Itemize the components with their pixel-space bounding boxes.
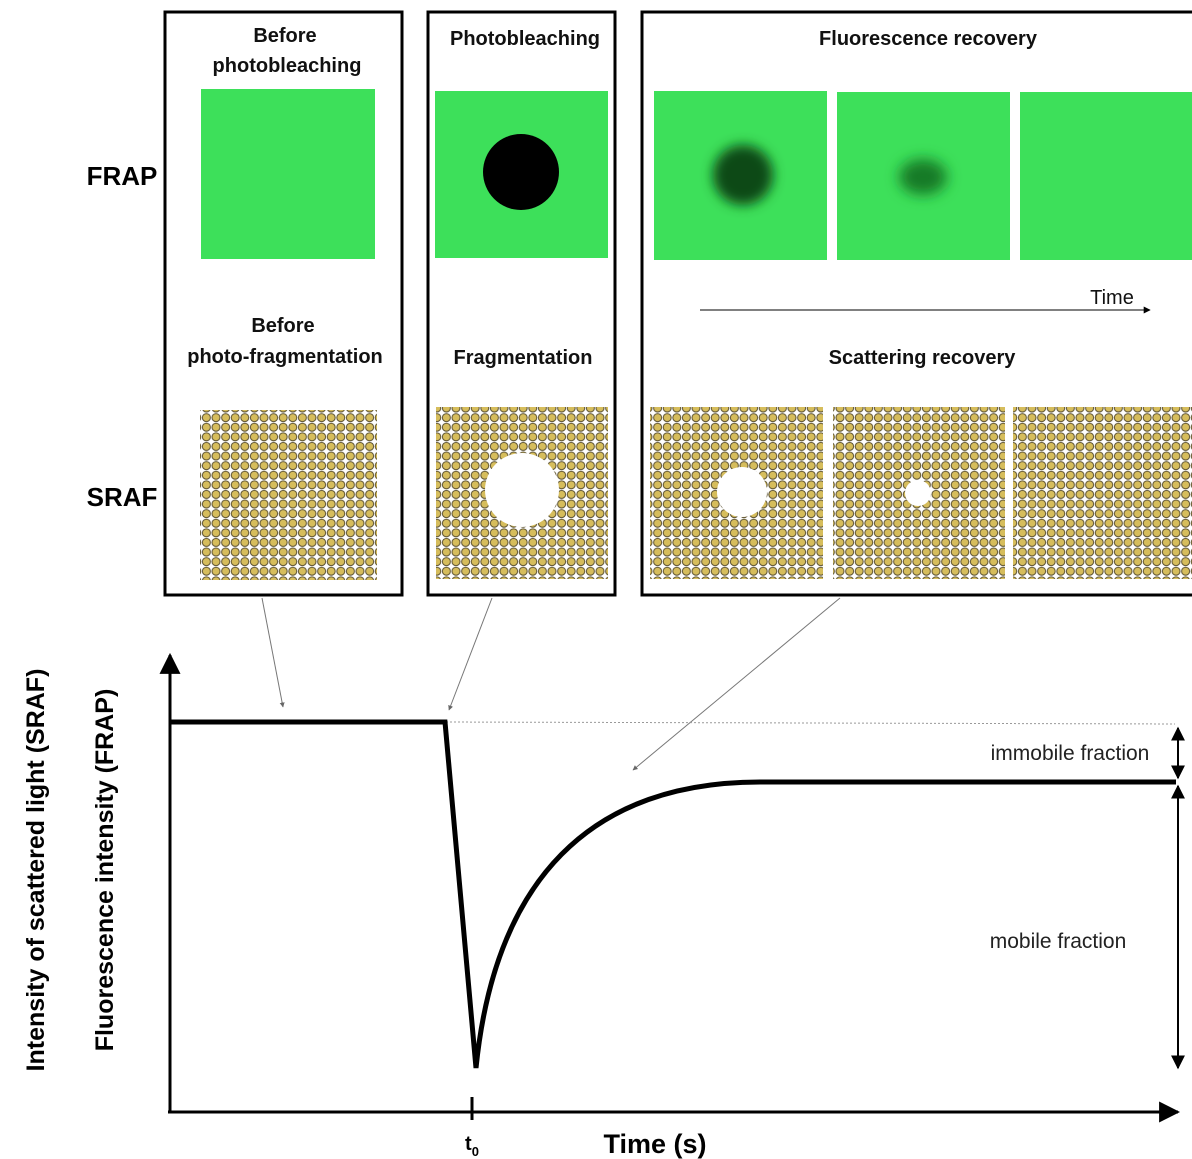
fragment-hole [905, 480, 931, 506]
tick-label: t0 [465, 1133, 479, 1159]
recovering-spot [899, 159, 947, 195]
fragment-hole [485, 453, 559, 527]
bead-grid [200, 410, 377, 580]
annotation: mobile fraction [990, 930, 1127, 953]
recovery-curve [170, 722, 1176, 1068]
annotation: immobile fraction [991, 742, 1150, 765]
panel-title: Scattering recovery [829, 347, 1017, 369]
pointer [262, 598, 283, 707]
panel-title: photo-fragmentation [187, 346, 383, 368]
recovering-spot [713, 145, 773, 205]
panel-title: Before [253, 25, 316, 47]
pointer [449, 598, 492, 710]
panel-title: photobleaching [213, 55, 362, 77]
pointer [633, 598, 840, 770]
panel-title: Fragmentation [454, 347, 593, 369]
x-label: Time (s) [603, 1129, 706, 1159]
green-square [201, 89, 375, 259]
page: FRAP SRAF Before photobleaching Before p… [0, 0, 1192, 1159]
green-square [1020, 92, 1192, 260]
panel-title: Photobleaching [450, 28, 600, 50]
bleached-spot [483, 134, 559, 210]
reference-line [446, 722, 1175, 724]
arrow-label: Time [1090, 287, 1134, 309]
y-label: Intensity of scattered light (SRAF) [22, 669, 50, 1072]
diagram: FRAP SRAF Before photobleaching Before p… [0, 0, 1192, 1159]
panel-title: Fluorescence recovery [819, 28, 1038, 50]
row-label: FRAP [87, 161, 158, 191]
panel-title: Before [251, 315, 314, 337]
row-label: SRAF [87, 482, 158, 512]
tick-sub: 0 [472, 1144, 479, 1159]
bead-grid [1013, 407, 1192, 579]
fragment-hole [717, 467, 767, 517]
y-label: Fluorescence intensity (FRAP) [91, 689, 119, 1052]
